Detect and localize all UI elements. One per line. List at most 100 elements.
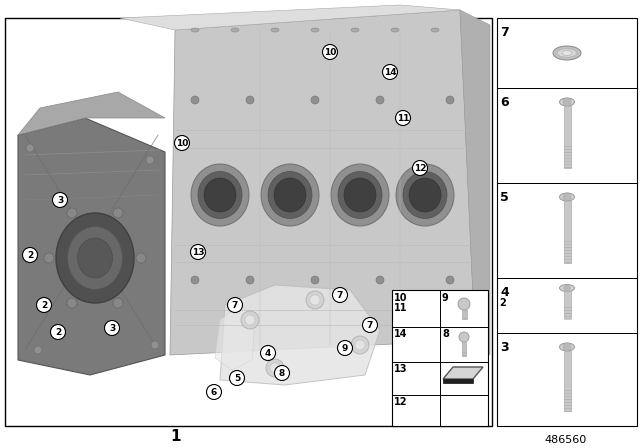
Circle shape <box>337 340 353 356</box>
Ellipse shape <box>406 354 426 360</box>
Circle shape <box>323 44 337 60</box>
Circle shape <box>564 285 570 291</box>
Circle shape <box>34 346 42 354</box>
Text: 1: 1 <box>171 428 181 444</box>
Circle shape <box>246 96 254 104</box>
Polygon shape <box>460 10 490 355</box>
Circle shape <box>227 297 243 313</box>
Circle shape <box>306 291 324 309</box>
Text: 13: 13 <box>394 364 408 374</box>
Ellipse shape <box>67 227 122 289</box>
Ellipse shape <box>261 164 319 226</box>
Circle shape <box>245 315 255 325</box>
Text: 7: 7 <box>500 26 509 39</box>
Circle shape <box>113 298 123 308</box>
Circle shape <box>446 276 454 284</box>
Ellipse shape <box>274 178 306 212</box>
Ellipse shape <box>559 284 575 292</box>
Ellipse shape <box>405 298 427 306</box>
Ellipse shape <box>559 343 575 351</box>
Bar <box>392 290 488 426</box>
Circle shape <box>104 320 120 336</box>
Ellipse shape <box>191 28 199 32</box>
Circle shape <box>458 298 470 310</box>
Text: 5: 5 <box>500 191 509 204</box>
Ellipse shape <box>77 238 113 278</box>
Circle shape <box>26 144 34 152</box>
Circle shape <box>191 245 205 259</box>
Ellipse shape <box>553 46 581 60</box>
Ellipse shape <box>557 49 577 57</box>
Ellipse shape <box>198 172 242 219</box>
Ellipse shape <box>331 164 389 226</box>
Text: 6: 6 <box>500 96 509 109</box>
Ellipse shape <box>408 419 424 425</box>
Ellipse shape <box>344 178 376 212</box>
Circle shape <box>563 98 571 106</box>
Text: 10: 10 <box>324 47 336 56</box>
Circle shape <box>362 318 378 332</box>
Circle shape <box>241 311 259 329</box>
Bar <box>461 310 467 319</box>
Ellipse shape <box>338 172 382 219</box>
Text: 3: 3 <box>57 195 63 204</box>
Text: 9: 9 <box>342 344 348 353</box>
Circle shape <box>22 247 38 263</box>
Circle shape <box>113 208 123 218</box>
Circle shape <box>67 208 77 218</box>
Circle shape <box>311 276 319 284</box>
Text: 6: 6 <box>211 388 217 396</box>
Polygon shape <box>120 5 460 30</box>
Text: 2: 2 <box>499 298 506 308</box>
Circle shape <box>355 340 365 350</box>
Circle shape <box>351 336 369 354</box>
Circle shape <box>311 96 319 104</box>
Circle shape <box>333 288 348 302</box>
Circle shape <box>146 156 154 164</box>
Ellipse shape <box>391 28 399 32</box>
Bar <box>497 18 637 426</box>
Text: 14: 14 <box>394 329 408 339</box>
Circle shape <box>136 253 146 263</box>
Text: 3: 3 <box>500 341 509 354</box>
Text: 2: 2 <box>41 301 47 310</box>
Circle shape <box>563 193 571 201</box>
Ellipse shape <box>231 28 239 32</box>
Text: 13: 13 <box>192 247 204 257</box>
Circle shape <box>51 324 65 340</box>
Polygon shape <box>170 10 475 355</box>
Text: 14: 14 <box>384 68 396 77</box>
Ellipse shape <box>396 164 454 226</box>
Ellipse shape <box>405 315 427 323</box>
Ellipse shape <box>407 387 425 393</box>
Polygon shape <box>443 367 483 379</box>
Text: 11: 11 <box>394 303 408 313</box>
Text: 11: 11 <box>397 113 409 122</box>
Ellipse shape <box>562 51 572 56</box>
Circle shape <box>376 96 384 104</box>
Ellipse shape <box>403 172 447 219</box>
Circle shape <box>563 343 571 351</box>
Text: 12: 12 <box>394 397 408 407</box>
Circle shape <box>383 65 397 79</box>
Text: 4: 4 <box>500 286 509 299</box>
Ellipse shape <box>408 396 424 401</box>
Bar <box>563 351 570 411</box>
Circle shape <box>36 297 51 313</box>
Circle shape <box>44 253 54 263</box>
Bar <box>462 342 466 356</box>
Ellipse shape <box>407 364 425 370</box>
Ellipse shape <box>351 28 359 32</box>
Circle shape <box>175 135 189 151</box>
Circle shape <box>275 366 289 380</box>
Polygon shape <box>443 379 473 383</box>
Ellipse shape <box>204 178 236 212</box>
Bar <box>405 302 427 319</box>
Text: 486560: 486560 <box>545 435 587 445</box>
Text: 7: 7 <box>367 320 373 329</box>
Circle shape <box>266 359 284 377</box>
Bar <box>407 367 425 390</box>
Circle shape <box>207 384 221 400</box>
Polygon shape <box>220 285 380 385</box>
Circle shape <box>151 341 159 349</box>
